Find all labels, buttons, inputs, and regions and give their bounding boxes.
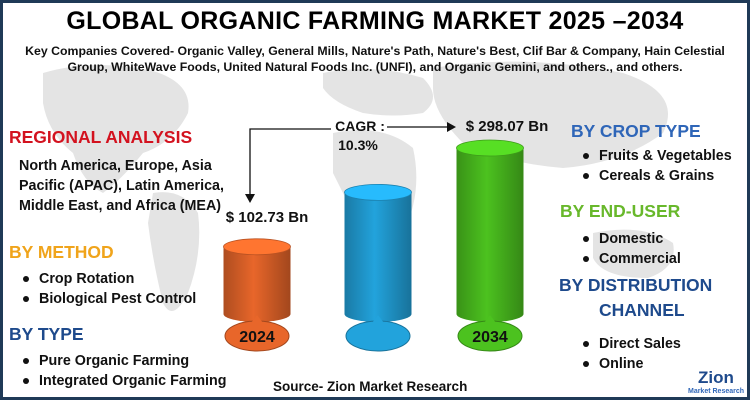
- regional-analysis-text: North America, Europe, Asia Pacific (APA…: [19, 158, 224, 214]
- world-map-background: [43, 61, 674, 311]
- source-text: Source- Zion Market Research: [273, 379, 468, 394]
- value-label-2024: $ 102.73 Bn: [226, 209, 309, 226]
- by-distribution-heading-line1: BY DISTRIBUTION: [559, 275, 713, 295]
- list-item: Domestic: [579, 229, 681, 249]
- year-badge-pointer: [372, 315, 384, 323]
- bar-top: [456, 139, 524, 157]
- by-distribution-list: Direct Sales Online: [579, 334, 681, 374]
- list-item: Integrated Organic Farming: [19, 371, 226, 391]
- list-item: Online: [579, 354, 681, 374]
- by-end-user-heading: BY END-USER: [560, 201, 681, 221]
- by-crop-type-list: Fruits & Vegetables Cereals & Grains: [579, 146, 732, 186]
- value-label-2034: $ 298.07 Bn: [466, 118, 549, 135]
- list-item: Fruits & Vegetables: [579, 146, 732, 166]
- year-badge-pointer: [484, 315, 496, 323]
- by-distribution-heading-line2: CHANNEL: [599, 300, 685, 320]
- cagr-value: 10.3%: [338, 137, 378, 153]
- by-type-list: Pure Organic Farming Integrated Organic …: [19, 351, 226, 391]
- logo-name: Zion: [698, 368, 734, 387]
- year-badge-pointer: [251, 315, 263, 323]
- by-end-user-list: Domestic Commercial: [579, 229, 681, 269]
- list-item: Cereals & Grains: [579, 166, 732, 186]
- bar-top: [344, 183, 412, 201]
- by-crop-type-heading: BY CROP TYPE: [571, 121, 701, 141]
- logo-tagline: Market Research: [688, 388, 744, 395]
- year-badge: [345, 320, 411, 352]
- market-size-chart: 2024 2034 $ 102.73 Bn $ 298.07 Bn CAGR : 10.3…: [223, 118, 549, 352]
- cagr-connector-left: [249, 128, 331, 199]
- key-companies-text: Key Companies Covered- Organic Valley, G…: [25, 44, 725, 74]
- list-item: Crop Rotation: [19, 269, 196, 289]
- arrow-right-icon: [447, 122, 456, 132]
- bar-middle: [344, 192, 412, 322]
- cagr-label: CAGR :: [335, 118, 385, 134]
- by-method-heading: BY METHOD: [9, 242, 114, 262]
- year-label: 2034: [472, 329, 508, 346]
- list-item: Commercial: [579, 249, 681, 269]
- by-type-heading: BY TYPE: [9, 324, 84, 344]
- bar-2024: [223, 246, 291, 322]
- bar-top: [223, 238, 291, 256]
- year-label: 2024: [239, 329, 275, 346]
- list-item: Direct Sales: [579, 334, 681, 354]
- page-title: GLOBAL ORGANIC FARMING MARKET 2025 –2034: [66, 7, 684, 35]
- zion-logo: Zion Market Research: [688, 368, 744, 395]
- regional-analysis-heading: REGIONAL ANALYSIS: [9, 127, 193, 147]
- by-method-list: Crop Rotation Biological Pest Control: [19, 269, 196, 309]
- list-item: Biological Pest Control: [19, 289, 196, 309]
- bar-2034: [456, 148, 524, 322]
- list-item: Pure Organic Farming: [19, 351, 226, 371]
- arrow-down-icon: [245, 194, 255, 203]
